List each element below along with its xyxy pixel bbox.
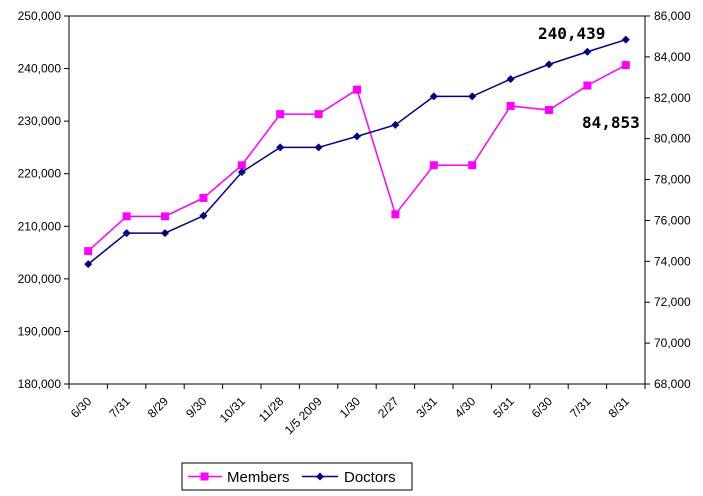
x-axis-tick-label: 1/30	[337, 394, 364, 421]
right-axis-tick-label: 70,000	[654, 336, 691, 350]
left-axis-tick-label: 230,000	[18, 114, 62, 128]
doctors-point	[122, 229, 131, 238]
members-point	[429, 161, 438, 170]
right-axis-tick-label: 78,000	[654, 173, 691, 187]
members-point	[391, 210, 400, 219]
x-axis-tick-label: 3/31	[414, 394, 441, 421]
x-axis-tick-label: 4/30	[452, 394, 479, 421]
members-point	[545, 106, 553, 115]
right-axis-tick-label: 82,000	[654, 91, 691, 105]
x-axis-tick-label: 10/31	[217, 394, 248, 425]
x-axis-tick-label: 7/31	[106, 394, 133, 421]
right-axis-tick-label: 76,000	[654, 213, 691, 227]
doctors-point	[353, 132, 361, 141]
members-point	[122, 212, 131, 221]
axes	[68, 15, 646, 385]
x-axis-tick-label: 11/28	[256, 394, 287, 425]
x-axis-tick-label: 5/31	[490, 394, 517, 421]
legend-doctors-label: Doctors	[344, 469, 396, 486]
members-point	[161, 212, 169, 221]
left-axis-tick-label: 240,000	[18, 62, 62, 76]
legend-members-marker	[200, 472, 209, 481]
left-axis-tick-label: 190,000	[18, 324, 62, 338]
right-axis-tick-label: 80,000	[654, 132, 691, 146]
doctors-point	[506, 75, 515, 84]
right-axis-ticks: 68,000 70,000 72,000 74,000 76,000 78,000 80,0…	[645, 9, 691, 391]
members-point	[314, 110, 323, 119]
members-point	[84, 247, 93, 256]
plot-frame	[68, 15, 646, 385]
members-point	[237, 161, 246, 170]
doctors-point	[199, 211, 208, 220]
x-axis-ticks: 6/30 7/31 8/29 9/30 10/31 11/281/5 2009 1/30 2/…	[68, 384, 646, 437]
left-axis-tick-label: 200,000	[18, 272, 62, 286]
right-axis-tick-label: 86,000	[654, 9, 691, 23]
members-point	[468, 161, 477, 170]
doctors-point	[161, 229, 169, 238]
series-layer	[84, 35, 630, 269]
x-axis-tick-label: 1/5 2009	[282, 394, 325, 437]
left-axis-tick-label: 210,000	[18, 219, 62, 233]
annotation-members-latest: 84,853	[582, 113, 640, 132]
members-point	[583, 81, 592, 90]
doctors-point	[237, 168, 246, 177]
x-axis-tick-label: 9/30	[183, 394, 210, 421]
members-point	[621, 61, 630, 70]
right-axis-tick-label: 72,000	[654, 295, 691, 309]
members-point	[353, 85, 361, 94]
x-axis-tick-label: 6/30	[68, 394, 95, 421]
left-axis-tick-label: 220,000	[18, 167, 62, 181]
members-point	[276, 110, 285, 119]
doctors-point	[276, 143, 285, 152]
x-axis-tick-label: 8/29	[145, 394, 172, 421]
doctors-point	[468, 92, 477, 101]
doctors-point	[545, 60, 553, 69]
doctors-line	[87, 38, 627, 265]
doctors-point	[583, 47, 592, 56]
annotation-doctors-latest: 240,439	[538, 24, 605, 43]
doctors-point	[621, 35, 630, 44]
doctors-point	[84, 260, 93, 269]
legend-doctors-marker	[316, 472, 324, 481]
right-axis-tick-label: 84,000	[654, 50, 691, 64]
members-point	[506, 101, 515, 110]
x-axis-tick-label: 7/31	[567, 394, 594, 421]
doctors-point	[429, 92, 438, 101]
x-axis-tick-label: 2/27	[375, 394, 402, 421]
left-axis-ticks: 180,000 190,000 200,000 210,000 220,000 230,0…	[18, 9, 69, 391]
left-axis-tick-label: 250,000	[18, 9, 62, 23]
right-axis-tick-label: 68,000	[654, 377, 691, 391]
right-axis-tick-label: 74,000	[654, 254, 691, 268]
doctors-point	[391, 120, 400, 129]
doctors-point	[314, 143, 323, 152]
legend-members-label: Members	[227, 469, 290, 486]
x-axis-tick-label: 8/31	[606, 394, 633, 421]
x-axis-tick-label: 6/30	[529, 394, 556, 421]
left-axis-tick-label: 180,000	[18, 377, 62, 391]
legend: Members Doctors	[181, 462, 413, 491]
members-point	[199, 193, 208, 202]
